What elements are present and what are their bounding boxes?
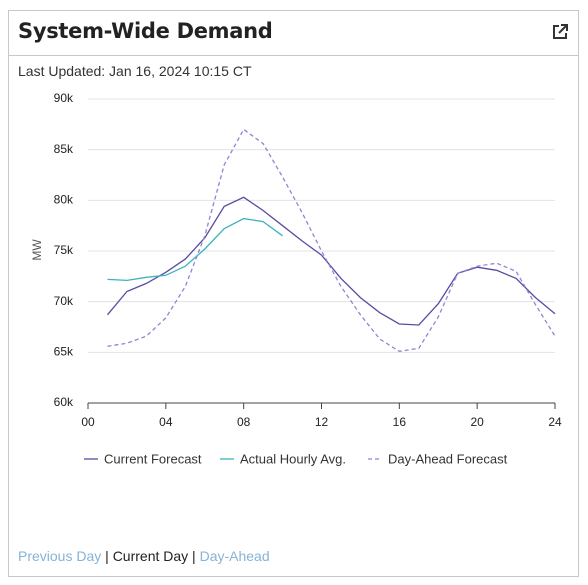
widget-title: System-Wide Demand <box>18 19 273 43</box>
x-tick-label: 04 <box>159 415 173 429</box>
x-tick-label: 12 <box>315 415 329 429</box>
x-tick-label: 08 <box>237 415 251 429</box>
x-tick-label: 24 <box>548 415 562 429</box>
export-icon[interactable] <box>551 23 569 41</box>
nav-link[interactable]: Day-Ahead <box>199 548 270 564</box>
y-tick-label: 80k <box>54 193 74 207</box>
legend-label: Current Forecast <box>104 451 202 466</box>
last-updated: Last Updated: Jan 16, 2024 10:15 CT <box>18 63 252 79</box>
y-tick-label: 75k <box>54 243 74 257</box>
y-tick-label: 90k <box>54 91 74 105</box>
y-tick-label: 85k <box>54 142 74 156</box>
day-nav: Previous Day | Current Day | Day-Ahead <box>18 548 270 564</box>
x-tick-label: 20 <box>470 415 484 429</box>
nav-link[interactable]: Previous Day <box>18 548 102 564</box>
y-tick-label: 60k <box>54 395 74 409</box>
nav-current: Current Day <box>112 548 189 564</box>
series-line <box>107 217 283 282</box>
chart: MW 60k 65k 70k 75k 80k 85k 90k 00 04 08 12 16 20 24 Cu… <box>30 91 562 466</box>
series-line <box>107 128 556 352</box>
legend-label: Day-Ahead Forecast <box>388 451 508 466</box>
legend-label: Actual Hourly Avg. <box>240 451 346 466</box>
separator: | <box>192 548 196 564</box>
x-tick-label: 16 <box>393 415 407 429</box>
y-tick-label: 65k <box>54 345 74 359</box>
y-axis-label: MW <box>30 239 44 261</box>
x-tick-label: 00 <box>81 415 95 429</box>
separator: | <box>105 548 109 564</box>
y-tick-label: 70k <box>54 294 74 308</box>
widget-card: System-Wide Demand Last Updated: Jan 16,… <box>8 10 579 577</box>
series-line <box>107 196 556 326</box>
widget-header: System-Wide Demand <box>9 11 578 56</box>
